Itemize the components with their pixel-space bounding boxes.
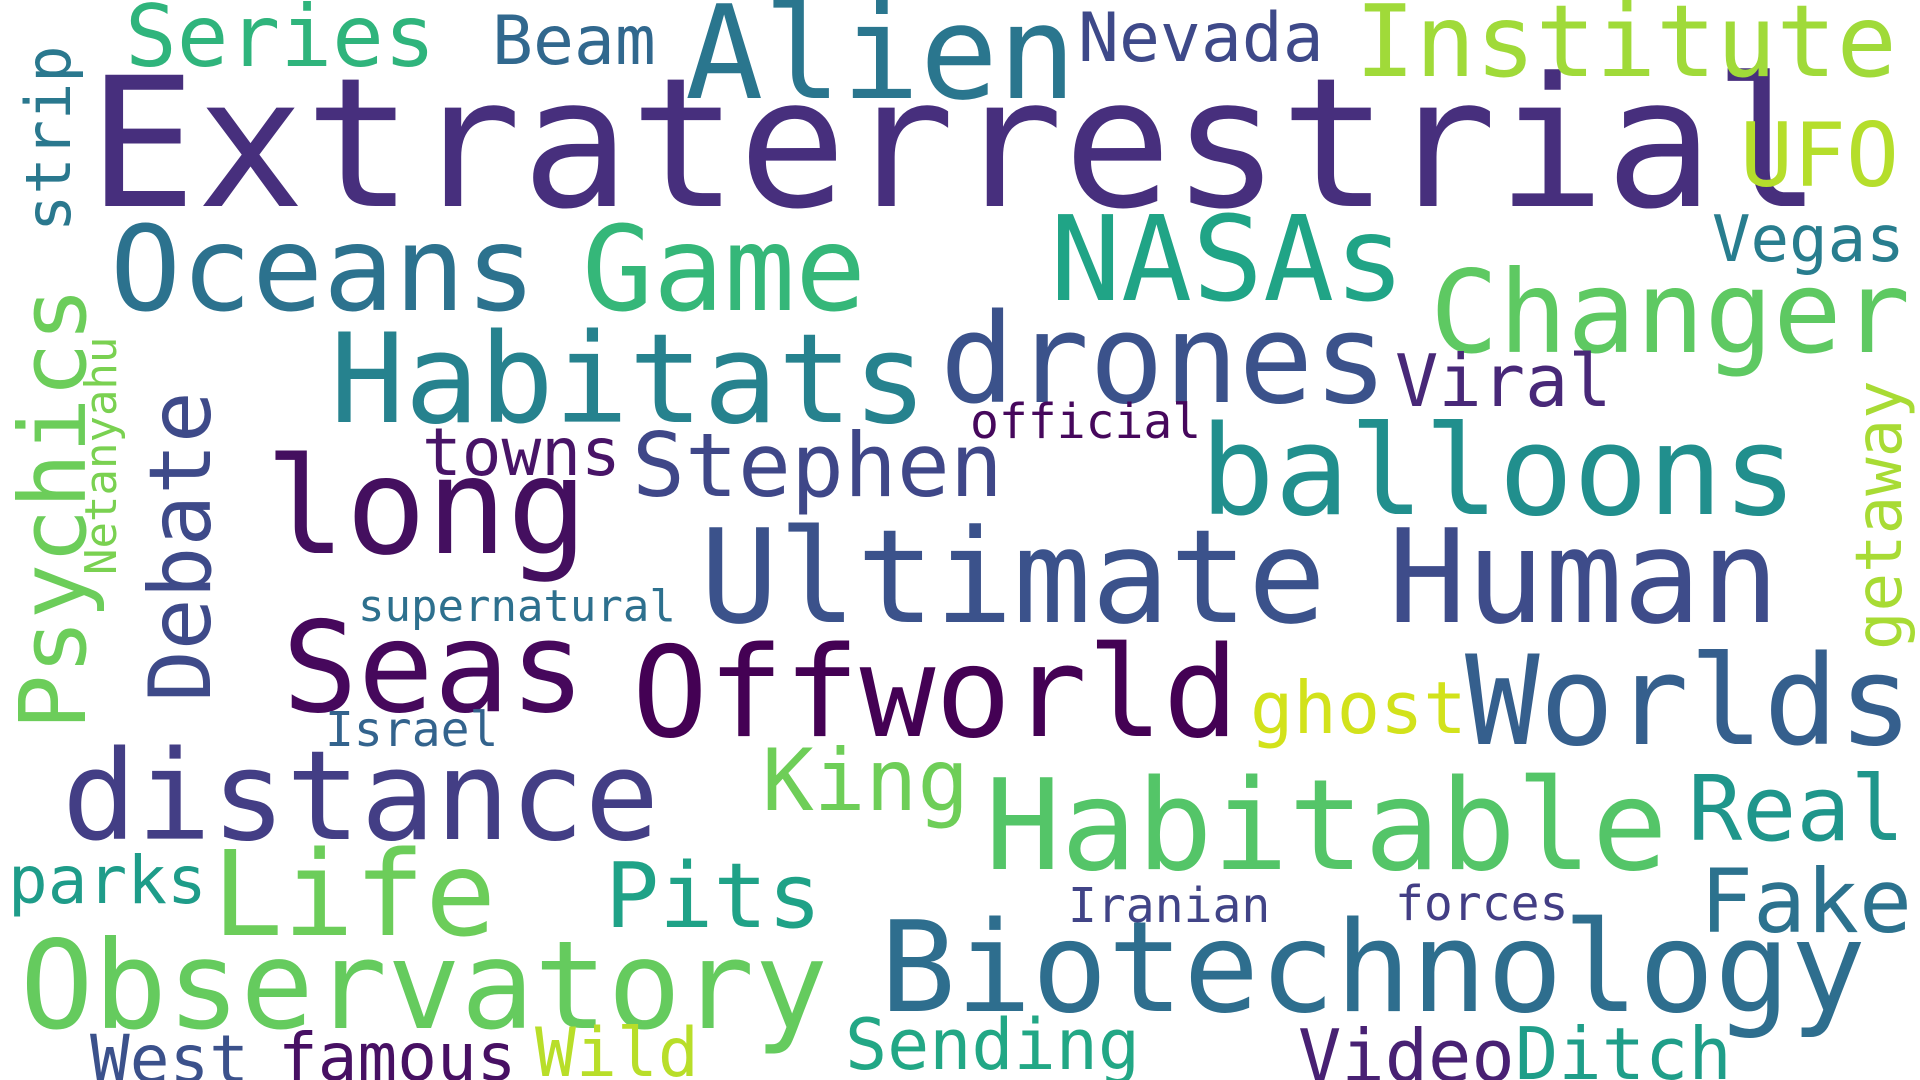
word-iranian: Iranian	[1068, 878, 1271, 934]
word-official: official	[970, 394, 1202, 450]
word-nevada: Nevada	[1078, 0, 1324, 78]
word-viral: Viral	[1395, 339, 1612, 423]
word-vegas: Vegas	[1712, 203, 1905, 277]
word-west: West	[90, 1021, 249, 1080]
word-changer: Changer	[1430, 246, 1911, 379]
word-nasas: NASAs	[1050, 190, 1406, 328]
word-getaway: getaway	[1843, 380, 1917, 650]
word-ufo: UFO	[1740, 104, 1899, 207]
word-game: Game	[582, 200, 867, 338]
word-forces: forces	[1395, 876, 1569, 932]
word-habitable: Habitable	[985, 752, 1668, 899]
word-alien: Alien	[685, 0, 1077, 129]
word-real: Real	[1688, 757, 1905, 862]
word-debate: Debate	[131, 391, 231, 702]
word-biotechnology: Biotechnology	[880, 894, 1867, 1041]
word-ditch: Ditch	[1515, 1012, 1732, 1080]
word-series: Series	[125, 0, 436, 87]
word-oceans: Oceans	[110, 200, 537, 338]
word-seas: Seas	[282, 594, 586, 741]
word-worlds: Worlds	[1465, 630, 1913, 774]
word-ghost: ghost	[1250, 666, 1467, 750]
word-long: long	[265, 429, 588, 585]
word-drones: drones	[940, 288, 1388, 432]
word-pits: Pits	[605, 844, 822, 949]
word-beam: Beam	[492, 2, 656, 81]
word-towns: towns	[422, 414, 621, 491]
word-habitats: Habitats	[330, 308, 928, 452]
word-sending: Sending	[845, 1004, 1141, 1080]
word-famous: famous	[278, 1019, 517, 1080]
word-supernatural: supernatural	[358, 581, 676, 632]
word-strip: strip	[12, 45, 85, 232]
word-ultimate: Ultimate	[700, 501, 1327, 653]
word-human: Human	[1388, 501, 1780, 653]
word-fake: Fake	[1700, 850, 1912, 953]
word-institute: Institute	[1355, 0, 1897, 100]
word-stephen: Stephen	[632, 414, 1003, 517]
word-israel: Israel	[325, 702, 499, 758]
word-observatory: Observatory	[20, 915, 828, 1057]
word-king: King	[762, 731, 970, 831]
word-distance: distance	[62, 725, 660, 869]
word-offworld: Offworld	[632, 619, 1239, 766]
word-life: Life	[212, 825, 497, 963]
word-parks: parks	[8, 842, 207, 919]
word-video: Video	[1298, 1014, 1515, 1080]
word-extraterrestrial: Extraterrestrial	[88, 40, 1822, 249]
word-balloons: balloons	[1200, 400, 1798, 544]
word-netanyahu: Netanyahu	[76, 336, 127, 575]
word-wild: Wild	[535, 1014, 699, 1080]
